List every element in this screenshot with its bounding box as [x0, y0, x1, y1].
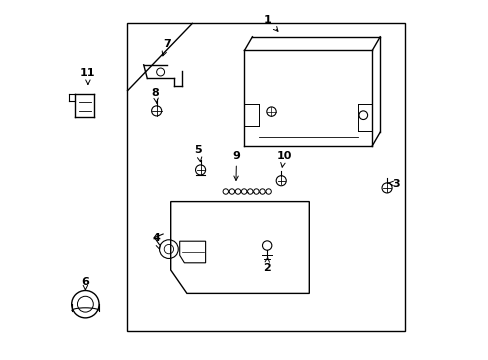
- Text: 7: 7: [162, 39, 171, 56]
- Text: 4: 4: [152, 233, 160, 249]
- Text: 11: 11: [80, 68, 96, 84]
- Text: 3: 3: [388, 179, 399, 189]
- Text: 8: 8: [151, 88, 159, 103]
- Text: 10: 10: [276, 150, 291, 167]
- Text: 5: 5: [194, 145, 202, 162]
- Text: 1: 1: [264, 15, 277, 31]
- Bar: [127, 23, 404, 331]
- Text: 9: 9: [232, 150, 240, 180]
- Text: 6: 6: [81, 276, 89, 290]
- Text: 2: 2: [263, 257, 270, 273]
